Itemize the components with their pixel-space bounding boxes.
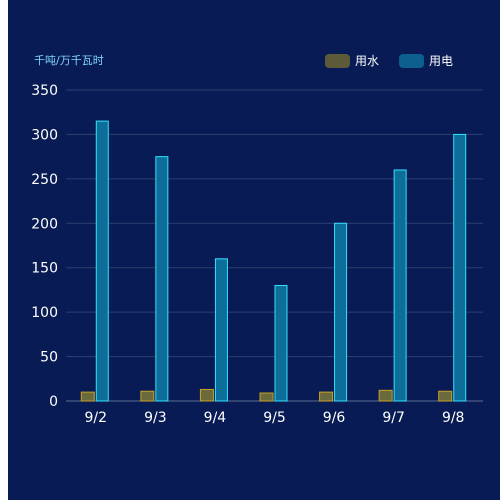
legend-item-water[interactable]: 用水 bbox=[325, 54, 379, 68]
bar-electricity[interactable] bbox=[393, 169, 407, 402]
x-axis: 9/2 9/3 9/4 9/5 9/6 9/7 9/8 bbox=[85, 410, 465, 426]
y-tick-label: 200 bbox=[31, 216, 58, 232]
bar-electricity[interactable] bbox=[274, 284, 288, 402]
y-tick-label: 300 bbox=[31, 127, 58, 143]
legend-item-electricity[interactable]: 用电 bbox=[399, 54, 453, 68]
legend: 用水 用电 bbox=[325, 54, 453, 68]
unit-label: 千吨/万千瓦时 bbox=[34, 54, 104, 67]
legend-label-electricity: 用电 bbox=[429, 54, 453, 68]
x-tick-label: 9/8 bbox=[442, 410, 465, 426]
y-tick-label: 250 bbox=[31, 172, 58, 188]
x-tick-label: 9/4 bbox=[204, 410, 227, 426]
bar-water[interactable] bbox=[80, 391, 95, 402]
bar-water[interactable] bbox=[438, 390, 453, 402]
y-tick-label: 350 bbox=[31, 83, 58, 99]
bar-water[interactable] bbox=[140, 390, 155, 402]
y-tick-label: 100 bbox=[31, 305, 58, 321]
bar-electricity[interactable] bbox=[334, 222, 348, 402]
legend-swatch-water bbox=[325, 54, 350, 68]
bar-water[interactable] bbox=[259, 392, 274, 402]
y-axis: 0 50 100 150 200 250 300 350 bbox=[31, 83, 58, 410]
x-tick-label: 9/3 bbox=[144, 410, 167, 426]
y-tick-label: 150 bbox=[31, 261, 58, 277]
bar-water[interactable] bbox=[319, 391, 334, 402]
x-tick-label: 9/7 bbox=[382, 410, 405, 426]
y-tick-label: 0 bbox=[49, 394, 58, 410]
bars bbox=[80, 120, 467, 402]
bar-electricity[interactable] bbox=[95, 120, 109, 402]
bar-electricity[interactable] bbox=[155, 156, 169, 402]
bar-water[interactable] bbox=[378, 389, 393, 402]
bar-electricity[interactable] bbox=[453, 133, 467, 402]
legend-label-water: 用水 bbox=[355, 54, 379, 68]
chart-panel bbox=[8, 0, 500, 500]
x-tick-label: 9/2 bbox=[85, 410, 108, 426]
x-tick-label: 9/5 bbox=[263, 410, 286, 426]
bar-electricity[interactable] bbox=[214, 258, 228, 402]
y-tick-label: 50 bbox=[40, 350, 58, 366]
bar-water[interactable] bbox=[199, 388, 214, 402]
x-tick-label: 9/6 bbox=[323, 410, 346, 426]
legend-swatch-electricity bbox=[399, 54, 424, 68]
